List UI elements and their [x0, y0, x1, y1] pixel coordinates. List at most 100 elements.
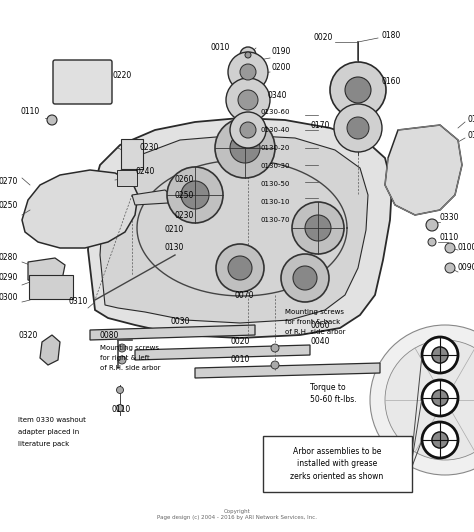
- Text: 0040: 0040: [310, 337, 330, 346]
- Circle shape: [117, 404, 124, 411]
- Circle shape: [228, 256, 252, 280]
- Circle shape: [445, 263, 455, 273]
- Circle shape: [181, 181, 209, 209]
- Circle shape: [230, 133, 260, 163]
- Text: 0340: 0340: [268, 90, 288, 99]
- Text: 0120: 0120: [468, 115, 474, 124]
- Text: Mounting screws: Mounting screws: [100, 345, 159, 351]
- Circle shape: [240, 64, 256, 80]
- Circle shape: [422, 380, 458, 416]
- Circle shape: [230, 112, 266, 148]
- Circle shape: [422, 422, 458, 458]
- Text: 0020: 0020: [314, 34, 333, 43]
- Text: 0250: 0250: [0, 201, 18, 210]
- Text: 0310: 0310: [69, 297, 88, 306]
- Circle shape: [293, 266, 317, 290]
- Circle shape: [422, 337, 458, 373]
- Text: 0270: 0270: [0, 178, 18, 187]
- Circle shape: [432, 432, 448, 448]
- Text: 0170: 0170: [310, 121, 330, 129]
- Text: 0130-10: 0130-10: [261, 199, 290, 205]
- Text: for right & left: for right & left: [100, 355, 150, 361]
- Text: 0020: 0020: [230, 337, 250, 346]
- Text: 0110: 0110: [440, 234, 459, 243]
- Text: 0130-60: 0130-60: [261, 109, 290, 115]
- Text: of R.H. side arbor: of R.H. side arbor: [100, 365, 161, 371]
- Text: 0180: 0180: [382, 30, 401, 39]
- Circle shape: [432, 390, 448, 406]
- Circle shape: [216, 244, 264, 292]
- Text: 0320: 0320: [18, 330, 38, 339]
- Text: 0060: 0060: [310, 320, 330, 329]
- Circle shape: [117, 387, 124, 394]
- Text: Torque to: Torque to: [310, 384, 346, 393]
- Text: 0130: 0130: [165, 244, 184, 253]
- Circle shape: [271, 361, 279, 369]
- FancyBboxPatch shape: [53, 60, 112, 104]
- Text: 0110: 0110: [468, 131, 474, 140]
- Text: 0220: 0220: [113, 71, 132, 79]
- Circle shape: [432, 347, 448, 363]
- Circle shape: [47, 115, 57, 125]
- Text: 0280: 0280: [0, 254, 18, 262]
- Polygon shape: [28, 258, 65, 285]
- Circle shape: [428, 238, 436, 246]
- Text: 0110: 0110: [112, 405, 131, 414]
- Polygon shape: [132, 190, 172, 205]
- Text: 0130-50: 0130-50: [261, 181, 290, 187]
- FancyBboxPatch shape: [117, 170, 137, 186]
- Text: 0080: 0080: [100, 330, 119, 339]
- Polygon shape: [385, 125, 462, 215]
- Circle shape: [245, 52, 251, 58]
- Text: 0260: 0260: [175, 176, 194, 185]
- Text: adapter placed in: adapter placed in: [18, 429, 79, 435]
- Circle shape: [330, 62, 386, 118]
- Text: 0190: 0190: [272, 47, 292, 56]
- Text: 50-60 ft-lbs.: 50-60 ft-lbs.: [310, 395, 356, 404]
- Circle shape: [240, 47, 256, 63]
- Text: literature pack: literature pack: [18, 441, 69, 447]
- Text: 0130-20: 0130-20: [261, 145, 290, 151]
- Circle shape: [281, 254, 329, 302]
- Text: Item 0330 washout: Item 0330 washout: [18, 417, 86, 423]
- Text: 0240: 0240: [136, 168, 155, 177]
- Polygon shape: [90, 325, 255, 340]
- Text: 0130-70: 0130-70: [261, 217, 290, 223]
- Text: 0090: 0090: [458, 263, 474, 272]
- Text: for front & back: for front & back: [285, 319, 340, 325]
- Polygon shape: [22, 170, 138, 248]
- Polygon shape: [195, 363, 380, 378]
- Circle shape: [305, 215, 331, 241]
- Text: 0200: 0200: [272, 63, 292, 72]
- Circle shape: [226, 78, 270, 122]
- Circle shape: [345, 77, 371, 103]
- Text: Arbor assemblies to be
installed with grease
zerks oriented as shown: Arbor assemblies to be installed with gr…: [291, 447, 383, 481]
- Circle shape: [238, 90, 258, 110]
- Circle shape: [426, 219, 438, 231]
- Text: 0250: 0250: [175, 190, 194, 200]
- Polygon shape: [100, 135, 368, 323]
- Text: 0330: 0330: [440, 213, 459, 222]
- Text: 0290: 0290: [0, 273, 18, 282]
- Text: 0130-30: 0130-30: [261, 163, 290, 169]
- Text: 0230: 0230: [175, 211, 194, 220]
- Text: 0100: 0100: [458, 244, 474, 253]
- Text: 0300: 0300: [0, 294, 18, 303]
- Text: 0210: 0210: [165, 226, 184, 235]
- Text: 0110: 0110: [21, 107, 40, 117]
- Text: Copyright
Page design (c) 2004 - 2016 by ARI Network Services, Inc.: Copyright Page design (c) 2004 - 2016 by…: [157, 509, 317, 520]
- Circle shape: [240, 122, 256, 138]
- Text: 0070: 0070: [235, 290, 255, 300]
- Text: 0010: 0010: [210, 43, 230, 52]
- Text: 0010: 0010: [230, 355, 250, 364]
- Circle shape: [334, 104, 382, 152]
- Circle shape: [370, 325, 474, 475]
- FancyBboxPatch shape: [29, 275, 73, 299]
- Text: Mounting screws: Mounting screws: [285, 309, 344, 315]
- Circle shape: [167, 167, 223, 223]
- Circle shape: [271, 344, 279, 352]
- Text: 0160: 0160: [382, 78, 401, 87]
- Circle shape: [118, 344, 126, 352]
- Polygon shape: [135, 345, 310, 360]
- Text: 0130-40: 0130-40: [261, 127, 290, 133]
